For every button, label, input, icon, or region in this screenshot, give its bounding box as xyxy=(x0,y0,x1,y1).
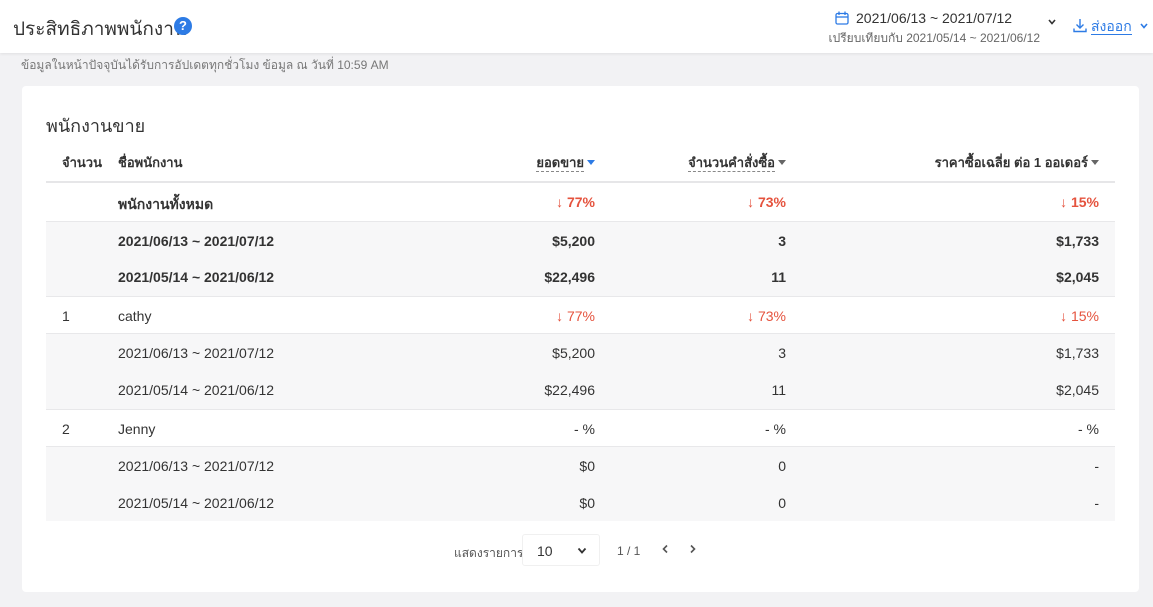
table-row: 2021/06/13 ~ 2021/07/12 $5,200 3 $1,733 xyxy=(46,333,1115,371)
cell-index: 1 xyxy=(62,307,70,324)
column-header-name: ชื่อพนักงาน xyxy=(118,155,183,170)
table-row-total: พนักงานทั้งหมด ↓ 77% ↓ 73% ↓ 15% xyxy=(46,183,1115,221)
page-size-label: แสดงรายการ xyxy=(454,546,524,560)
cell-sales: $22,496 xyxy=(544,269,595,286)
export-label: ส่งออก xyxy=(1091,18,1132,35)
table-row: 2021/05/14 ~ 2021/06/12 $0 0 - xyxy=(46,483,1115,522)
table-row: 2021/05/14 ~ 2021/06/12 $22,496 11 $2,04… xyxy=(46,370,1115,409)
date-range-picker[interactable]: 2021/06/13 ~ 2021/07/12 เปรียบเทียบกับ 2… xyxy=(817,9,1057,45)
download-icon xyxy=(1073,19,1087,33)
cell-name: พนักงานทั้งหมด xyxy=(118,196,214,212)
cell-avg: ↓ 15% xyxy=(1060,307,1099,324)
orders-header-label: จำนวนคำสั่งซื้อ xyxy=(688,155,775,172)
cell-sales: $0 xyxy=(579,494,595,511)
cell-orders: ↓ 73% xyxy=(747,194,786,210)
cell-avg: - xyxy=(1094,494,1099,511)
cell-avg: $2,045 xyxy=(1056,381,1099,398)
chevron-down-icon xyxy=(1140,23,1148,29)
cell-name: 2021/05/14 ~ 2021/06/12 xyxy=(118,381,275,398)
page-size-select[interactable]: 10 xyxy=(522,534,600,566)
cell-orders: 11 xyxy=(771,381,786,398)
page-title: ประสิทธิภาพพนักงาน xyxy=(13,19,187,40)
cell-sales: $5,200 xyxy=(552,345,595,362)
page-size-value: 10 xyxy=(537,543,553,559)
cell-name: cathy xyxy=(118,307,152,324)
sort-arrow-icon xyxy=(1091,160,1099,165)
pagination: แสดงรายการ 10 1 / 1 xyxy=(22,534,1139,570)
chevron-down-icon xyxy=(577,547,587,554)
cell-name: 2021/06/13 ~ 2021/07/12 xyxy=(118,458,275,475)
table-row: 2021/05/14 ~ 2021/06/12 $22,496 11 $2,04… xyxy=(46,258,1115,296)
cell-orders: 0 xyxy=(778,494,786,511)
cell-name: 2021/05/14 ~ 2021/06/12 xyxy=(118,494,275,511)
table-row-employee: 1 cathy ↓ 77% ↓ 73% ↓ 15% xyxy=(46,295,1115,334)
cell-sales: ↓ 77% xyxy=(556,307,595,324)
cell-orders: 3 xyxy=(778,345,786,362)
sort-arrow-icon xyxy=(587,160,595,165)
sales-header-label: ยอดขาย xyxy=(536,155,584,172)
date-range-text: 2021/06/13 ~ 2021/07/12 xyxy=(856,10,1013,26)
update-note: ข้อมูลในหน้าปัจจุบันได้รับการอัปเดตทุกชั… xyxy=(21,58,389,72)
cell-avg: $1,733 xyxy=(1056,345,1099,362)
chevron-down-icon xyxy=(1048,19,1056,25)
cell-name: 2021/06/13 ~ 2021/07/12 xyxy=(118,345,275,362)
cell-sales: - % xyxy=(574,420,595,437)
cell-name: 2021/06/13 ~ 2021/07/12 xyxy=(118,232,275,249)
cell-orders: ↓ 73% xyxy=(747,307,786,324)
cell-name: 2021/05/14 ~ 2021/06/12 xyxy=(118,269,275,286)
column-header-avg[interactable]: ราคาซื้อเฉลี่ย ต่อ 1 ออเดอร์ xyxy=(935,152,1099,173)
card-title: พนักงานขาย xyxy=(46,116,146,136)
cell-sales: $22,496 xyxy=(544,381,595,398)
cell-avg: - xyxy=(1094,458,1099,475)
cell-sales: ↓ 77% xyxy=(556,194,595,210)
top-bar: ประสิทธิภาพพนักงาน ? 2021/06/13 ~ 2021/0… xyxy=(0,0,1153,53)
cell-avg: $2,045 xyxy=(1056,269,1099,286)
chevron-right-icon[interactable] xyxy=(687,542,699,556)
cell-orders: 0 xyxy=(778,458,786,475)
column-header-index: จำนวน xyxy=(62,155,102,170)
chevron-left-icon[interactable] xyxy=(659,542,671,556)
cell-orders: - % xyxy=(765,420,786,437)
sort-arrow-icon xyxy=(778,160,786,165)
cell-index: 2 xyxy=(62,420,70,437)
table-row-employee: 2 Jenny - % - % - % xyxy=(46,408,1115,447)
cell-avg: $1,733 xyxy=(1056,232,1099,249)
salesperson-table: จำนวน ชื่อพนักงาน ยอดขาย จำนวนคำสั่งซื้อ… xyxy=(46,144,1115,522)
cell-avg: - % xyxy=(1078,420,1099,437)
column-header-orders[interactable]: จำนวนคำสั่งซื้อ xyxy=(688,152,786,173)
cell-sales: $0 xyxy=(579,458,595,475)
page-info: 1 / 1 xyxy=(617,544,641,558)
column-header-sales[interactable]: ยอดขาย xyxy=(536,152,595,173)
calendar-icon xyxy=(835,11,849,25)
cell-orders: 11 xyxy=(771,269,786,286)
avg-header-label: ราคาซื้อเฉลี่ย ต่อ 1 ออเดอร์ xyxy=(934,155,1088,170)
table-row: 2021/06/13 ~ 2021/07/12 $5,200 3 $1,733 xyxy=(46,220,1115,259)
compare-range-text: เปรียบเทียบกับ 2021/05/14 ~ 2021/06/12 xyxy=(828,31,1040,45)
table-row: 2021/06/13 ~ 2021/07/12 $0 0 - xyxy=(46,446,1115,484)
cell-name: Jenny xyxy=(118,420,156,437)
table-header: จำนวน ชื่อพนักงาน ยอดขาย จำนวนคำสั่งซื้อ… xyxy=(46,144,1115,183)
help-icon[interactable]: ? xyxy=(174,17,192,35)
cell-sales: $5,200 xyxy=(552,232,595,249)
cell-orders: 3 xyxy=(778,232,786,249)
salesperson-card: พนักงานขาย จำนวน ชื่อพนักงาน ยอดขาย จำนว… xyxy=(22,86,1139,592)
cell-avg: ↓ 15% xyxy=(1060,194,1099,210)
